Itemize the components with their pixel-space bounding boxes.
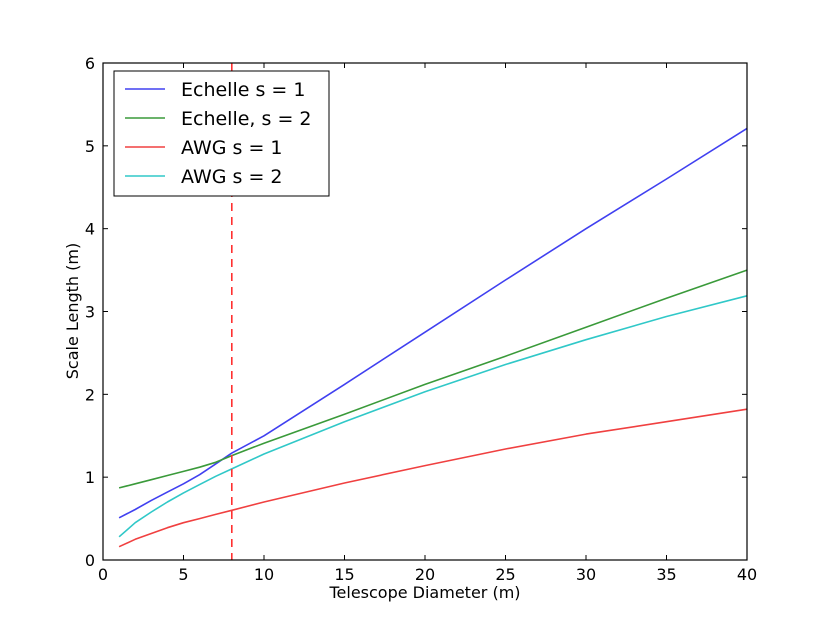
y-tick-label: 0 bbox=[85, 551, 95, 570]
y-tick-label: 6 bbox=[85, 54, 95, 73]
series-line-1 bbox=[118, 127, 748, 519]
x-tick-label: 10 bbox=[254, 565, 274, 584]
x-tick-label: 0 bbox=[98, 565, 108, 584]
x-tick-label: 35 bbox=[656, 565, 676, 584]
x-axis-label: Telescope Diameter (m) bbox=[328, 583, 520, 602]
x-tick-label: 30 bbox=[576, 565, 596, 584]
y-tick-label: 4 bbox=[85, 220, 95, 239]
series-line-2 bbox=[118, 269, 748, 489]
legend-label-1: Echelle s = 1 bbox=[181, 79, 305, 101]
series-lines bbox=[118, 127, 748, 548]
y-axis-label: Scale Length (m) bbox=[63, 243, 82, 379]
series-line-4 bbox=[118, 295, 748, 538]
series-line-3 bbox=[118, 408, 748, 548]
legend-label-4: AWG s = 2 bbox=[181, 166, 283, 188]
x-tick-label: 15 bbox=[334, 565, 354, 584]
y-tick-label: 1 bbox=[85, 468, 95, 487]
x-tick-label: 25 bbox=[495, 565, 515, 584]
y-tick-label: 3 bbox=[85, 303, 95, 322]
legend-label-2: Echelle, s = 2 bbox=[181, 108, 312, 130]
x-tick-label: 20 bbox=[415, 565, 435, 584]
x-tick-label: 5 bbox=[178, 565, 188, 584]
y-tick-label: 5 bbox=[85, 137, 95, 156]
axis-ticks: 0 5 10 15 20 25 30 35 40 0 1 2 3 4 5 6 bbox=[85, 54, 757, 584]
legend: Echelle s = 1 Echelle, s = 2 AWG s = 1 AWG … bbox=[113, 70, 330, 197]
legend-label-3: AWG s = 1 bbox=[181, 137, 283, 159]
y-tick-label: 2 bbox=[85, 385, 95, 404]
x-tick-label: 40 bbox=[737, 565, 757, 584]
legend-box bbox=[113, 70, 330, 197]
